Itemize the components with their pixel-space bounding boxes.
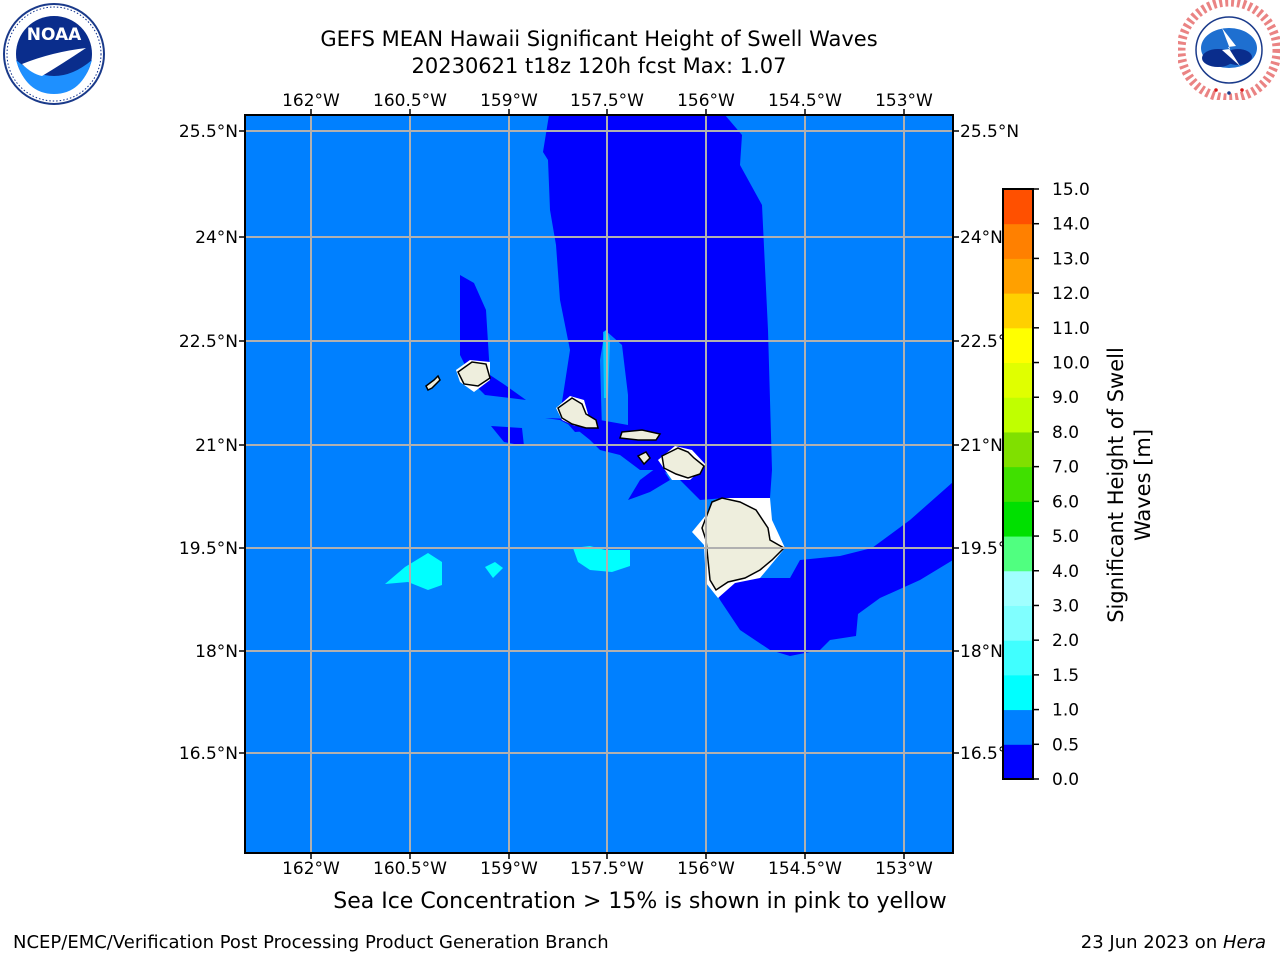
- colorbar-swatch: [1003, 258, 1033, 294]
- nws-logo-icon: [1178, 0, 1280, 100]
- colorbar-swatch: [1003, 293, 1033, 329]
- colorbar-title: Significant Height of Swell Waves [m]: [1104, 347, 1155, 623]
- lon-label-top: 162°W: [282, 91, 340, 111]
- noaa-logo-icon: NOAA: [3, 3, 105, 105]
- lat-label-right: 25.5°N: [960, 122, 1019, 142]
- colorbar-tick-label: 15.0: [1052, 180, 1090, 200]
- colorbar-swatch: [1003, 709, 1033, 745]
- swell-band-0-0.5: [710, 482, 953, 656]
- colorbar-tick-label: 2.0: [1052, 631, 1079, 651]
- colorbar-title-line2: Waves [m]: [1131, 429, 1155, 541]
- map-area: [245, 115, 953, 853]
- lon-label-bottom: 162°W: [282, 859, 340, 879]
- island-oahu: [557, 397, 599, 429]
- lon-label-bottom: 153°W: [875, 859, 933, 879]
- swell-band-1.0-1.5: [385, 553, 442, 590]
- lat-label-left: 25.5°N: [179, 122, 238, 142]
- lon-label-bottom: 154.5°W: [768, 859, 842, 879]
- colorbar-tick-label: 8.0: [1052, 423, 1079, 443]
- swell-band-0-0.5: [628, 465, 670, 500]
- colorbar-swatch: [1003, 189, 1033, 225]
- chart-subtitle: 20230621 t18z 120h fcst Max: 1.07: [411, 54, 787, 78]
- lon-label-top: 156°W: [677, 91, 735, 111]
- island-maui: [661, 447, 705, 479]
- island-niihau: [425, 374, 441, 392]
- swell-band-1.0-1.5: [485, 562, 503, 578]
- lon-label-top: 153°W: [875, 91, 933, 111]
- colorbar-swatch: [1003, 397, 1033, 433]
- colorbar-tick-label: 3.0: [1052, 596, 1079, 616]
- map-frame: [244, 114, 954, 854]
- swell-band-1.0-1.5: [573, 546, 630, 572]
- colorbar-tick-label: 11.0: [1052, 319, 1090, 339]
- colorbar-swatch: [1003, 605, 1033, 641]
- colorbar-swatch: [1003, 674, 1033, 711]
- lon-label-bottom: 156°W: [677, 859, 735, 879]
- lon-label-top: 157.5°W: [570, 91, 644, 111]
- colorbar-tick-label: 0.0: [1052, 770, 1079, 790]
- chart-title: GEFS MEAN Hawaii Significant Height of S…: [320, 27, 878, 51]
- colorbar-swatch: [1003, 744, 1033, 780]
- colorbar-title-line1: Significant Height of Swell: [1104, 347, 1128, 623]
- island-kauai: [457, 361, 491, 387]
- lat-label-left: 21°N: [195, 436, 238, 456]
- lat-label-right: 24°N: [960, 228, 1003, 248]
- colorbar-swatch: [1003, 327, 1033, 364]
- swell-band-0-0.5: [543, 115, 772, 500]
- colorbar-tick-label: 6.0: [1052, 492, 1079, 512]
- colorbar-tick-label: 9.0: [1052, 388, 1079, 408]
- colorbar-tick-label: 5.0: [1052, 527, 1079, 547]
- lat-label-left: 16.5°N: [179, 744, 238, 764]
- colorbar-swatch: [1003, 536, 1033, 572]
- gridlines: [245, 115, 953, 853]
- lat-label-right: 21°N: [960, 436, 1003, 456]
- swell-band-0-0.5: [491, 426, 524, 446]
- colorbar-swatch: [1003, 223, 1033, 259]
- lon-label-top: 154.5°W: [768, 91, 842, 111]
- island-molokai: [618, 429, 662, 441]
- footer-date-text: 23 Jun 2023 on: [1080, 932, 1223, 953]
- colorbar-tick-label: 13.0: [1052, 249, 1090, 269]
- colorbar-tick-label: 10.0: [1052, 354, 1090, 374]
- lon-label-top: 159°W: [480, 91, 538, 111]
- noaa-logo-text: NOAA: [27, 25, 82, 45]
- lat-label-right: 18°N: [960, 642, 1003, 662]
- footer-producer: NCEP/EMC/Verification Post Processing Pr…: [13, 932, 609, 953]
- colorbar-tick-label: 0.5: [1052, 735, 1079, 755]
- lon-label-top: 160.5°W: [373, 91, 447, 111]
- colorbar-swatch: [1003, 570, 1033, 606]
- lat-label-left: 24°N: [195, 228, 238, 248]
- colorbar-tick-label: 7.0: [1052, 458, 1079, 478]
- sea-ice-caption: Sea Ice Concentration > 15% is shown in …: [333, 889, 947, 914]
- colorbar-tick-label: 4.0: [1052, 562, 1079, 582]
- island-lanai: [636, 451, 651, 466]
- lon-label-bottom: 157.5°W: [570, 859, 644, 879]
- colorbar-tick-label: 1.0: [1052, 701, 1079, 721]
- colorbar: 0.0 0.5 1.0 1.5 2.0 3.0 4.0 5.0 6.0 7.0 8.0 9.0 10.0…: [1002, 180, 1090, 790]
- colorbar-swatch: [1003, 362, 1033, 398]
- island-big-island: [701, 497, 786, 592]
- colorbar-tick-label: 14.0: [1052, 215, 1090, 235]
- colorbar-swatch: [1003, 640, 1033, 676]
- colorbar-swatch: [1003, 431, 1033, 468]
- footer-date: 23 Jun 2023 on Hera: [1081, 932, 1266, 953]
- footer-host: Hera: [1222, 932, 1266, 953]
- lat-label-left: 18°N: [195, 642, 238, 662]
- lon-label-bottom: 159°W: [480, 859, 538, 879]
- lon-label-bottom: 160.5°W: [373, 859, 447, 879]
- colorbar-frame: [1002, 188, 1034, 780]
- colorbar-swatch: [1003, 501, 1033, 537]
- lat-label-left: 22.5°N: [179, 332, 238, 352]
- colorbar-tick-label: 1.5: [1052, 666, 1079, 686]
- colorbar-swatch: [1003, 466, 1033, 502]
- lat-label-left: 19.5°N: [179, 539, 238, 559]
- colorbar-tick-label: 12.0: [1052, 284, 1090, 304]
